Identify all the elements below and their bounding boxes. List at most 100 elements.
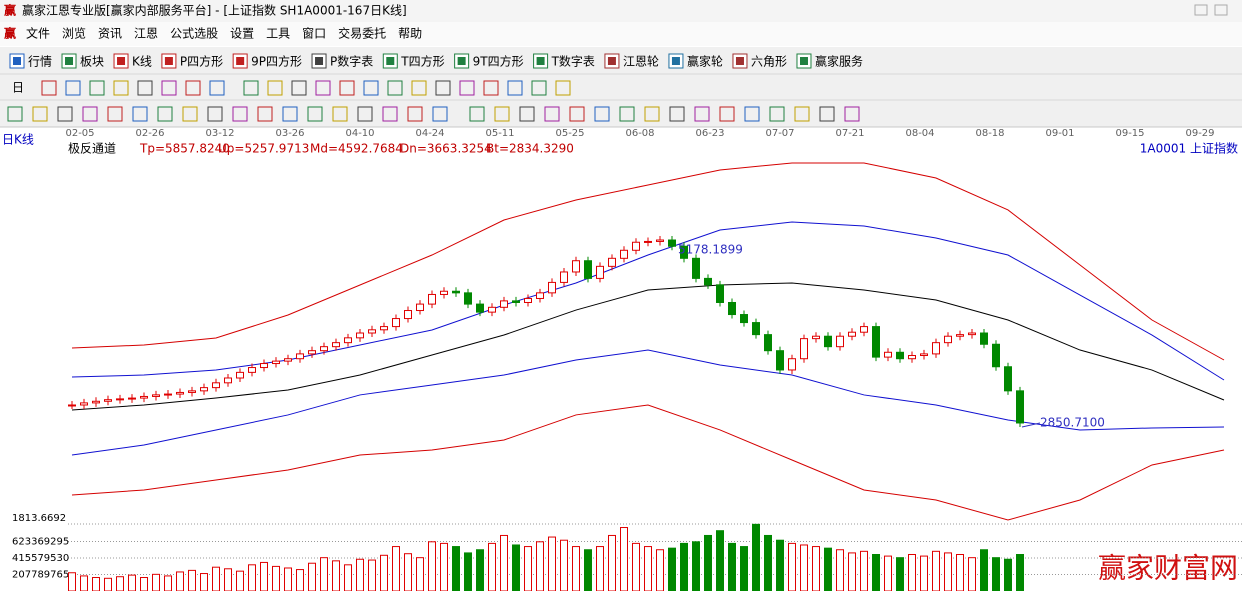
tool-icon[interactable]: [41, 80, 57, 96]
tool-icon[interactable]: [307, 106, 323, 122]
tool-icon[interactable]: [32, 106, 48, 122]
tool-icon[interactable]: [161, 80, 177, 96]
tool-icon[interactable]: [157, 106, 173, 122]
tool-icon[interactable]: [357, 106, 373, 122]
volume-bar: [524, 546, 532, 591]
tool-icon[interactable]: [819, 106, 835, 122]
tool-icon[interactable]: [65, 80, 81, 96]
candle: [896, 351, 904, 360]
tool-icon[interactable]: [207, 106, 223, 122]
tool-icon[interactable]: [113, 80, 129, 96]
menu-item[interactable]: 工具: [266, 27, 290, 41]
indicator-value: Tp=5857.8240: [139, 142, 230, 156]
toolbar-button[interactable]: 行情: [28, 55, 52, 69]
tool-icon[interactable]: [555, 80, 571, 96]
volume-bar: [668, 547, 676, 591]
tool-icon[interactable]: [644, 106, 660, 122]
tool-icon[interactable]: [7, 106, 23, 122]
tool-icon[interactable]: [282, 106, 298, 122]
menu-item[interactable]: 浏览: [62, 26, 86, 41]
candle: [764, 334, 772, 352]
tool-icon[interactable]: [182, 106, 198, 122]
date-label: 08-04: [905, 128, 934, 139]
volume-bar: [404, 553, 412, 591]
tool-icon[interactable]: [669, 106, 685, 122]
tool-icon[interactable]: [483, 80, 499, 96]
tool-icon[interactable]: [544, 106, 560, 122]
volume-bar: [464, 552, 472, 591]
toolbar-button[interactable]: T数字表: [551, 54, 595, 69]
tool-icon[interactable]: [243, 80, 259, 96]
tool-icon[interactable]: [257, 106, 273, 122]
period-button[interactable]: 日: [12, 81, 24, 95]
volume-bar: [452, 546, 460, 591]
menu-item[interactable]: 文件: [26, 26, 50, 41]
menu-item[interactable]: 帮助: [398, 27, 422, 41]
tool-icon[interactable]: [794, 106, 810, 122]
tool-icon[interactable]: [519, 106, 535, 122]
toolbar-button[interactable]: P数字表: [330, 54, 373, 69]
toolbar-button[interactable]: 六角形: [751, 55, 787, 69]
menu-item[interactable]: 窗口: [302, 27, 326, 41]
toolbar-button[interactable]: 赢家服务: [815, 54, 863, 69]
tool-icon[interactable]: [469, 106, 485, 122]
tool-icon[interactable]: [132, 106, 148, 122]
tool-icon[interactable]: [82, 106, 98, 122]
tool-icon[interactable]: [407, 106, 423, 122]
tool-icon[interactable]: [315, 80, 331, 96]
tool-icon[interactable]: [209, 80, 225, 96]
tool-icon[interactable]: [185, 80, 201, 96]
toolbar-button[interactable]: 板块: [80, 55, 104, 69]
window-button[interactable]: [1194, 4, 1208, 16]
volume-bar: [728, 542, 736, 591]
toolbar-button[interactable]: K线: [132, 55, 152, 69]
tool-icon[interactable]: [769, 106, 785, 122]
menu-item[interactable]: 交易委托: [338, 26, 386, 41]
tool-icon[interactable]: [594, 106, 610, 122]
tool-icon[interactable]: [531, 80, 547, 96]
tool-icon[interactable]: [494, 106, 510, 122]
date-label: 09-01: [1045, 128, 1074, 139]
tool-icon[interactable]: [382, 106, 398, 122]
tool-icon[interactable]: [694, 106, 710, 122]
tool-icon[interactable]: [339, 80, 355, 96]
tool-icon[interactable]: [387, 80, 403, 96]
tool-icon[interactable]: [435, 80, 451, 96]
volume-bar: [920, 555, 928, 591]
tool-icon[interactable]: [569, 106, 585, 122]
tool-icon[interactable]: [411, 80, 427, 96]
volume-bar: [104, 577, 112, 591]
watermark: 赢家财富网: [1098, 552, 1238, 585]
menu-item[interactable]: 设置: [230, 27, 254, 41]
tool-icon[interactable]: [507, 80, 523, 96]
toolbar-button[interactable]: 9P四方形: [251, 54, 302, 69]
tool-icon[interactable]: [459, 80, 475, 96]
tool-icon[interactable]: [137, 80, 153, 96]
tool-icon[interactable]: [844, 106, 860, 122]
tool-icon[interactable]: [332, 106, 348, 122]
toolbar-button[interactable]: 江恩轮: [623, 55, 659, 69]
toolbar-button[interactable]: P四方形: [180, 54, 223, 69]
menu-item[interactable]: 江恩: [134, 27, 158, 41]
tool-icon[interactable]: [57, 106, 73, 122]
menu-item[interactable]: 公式选股: [170, 27, 218, 41]
volume-bar: [956, 554, 964, 591]
toolbar-button[interactable]: 赢家轮: [687, 54, 723, 69]
tool-icon[interactable]: [291, 80, 307, 96]
tool-icon[interactable]: [432, 106, 448, 122]
tool-icon[interactable]: [232, 106, 248, 122]
menu-item[interactable]: 资讯: [98, 27, 122, 41]
toolbar-button[interactable]: T四方形: [400, 54, 444, 69]
tool-icon[interactable]: [744, 106, 760, 122]
tool-icon[interactable]: [363, 80, 379, 96]
title-bar: [0, 0, 1242, 22]
tool-icon[interactable]: [107, 106, 123, 122]
tool-icon[interactable]: [267, 80, 283, 96]
tool-icon[interactable]: [619, 106, 635, 122]
tool-icon[interactable]: [719, 106, 735, 122]
candle: [224, 377, 232, 384]
date-label: 04-24: [415, 128, 444, 139]
tool-icon[interactable]: [89, 80, 105, 96]
toolbar-button[interactable]: 9T四方形: [473, 54, 524, 69]
window-button[interactable]: [1214, 4, 1228, 16]
